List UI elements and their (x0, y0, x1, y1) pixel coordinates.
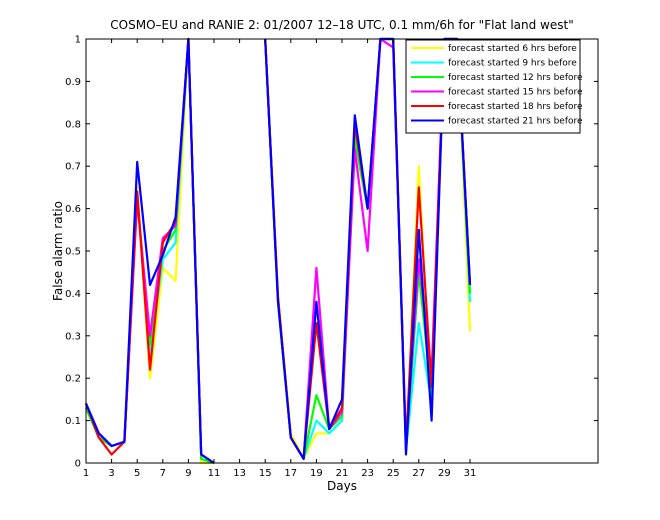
x-tick-label: 19 (310, 468, 323, 479)
legend: forecast started 6 hrs before forecast st… (405, 39, 583, 134)
legend-entry-5: forecast started 18 hrs before (448, 102, 583, 112)
y-tick-label: 0.4 (65, 289, 81, 300)
x-tick-label: 21 (336, 468, 349, 479)
x-tick-label: 1 (83, 468, 89, 479)
x-tick-label: 29 (438, 468, 451, 479)
x-axis-title: Days (327, 479, 357, 493)
y-tick-label: 0 (75, 459, 81, 470)
legend-entry-4: forecast started 15 hrs before (448, 88, 583, 98)
x-tick-label: 7 (160, 468, 166, 479)
chart-title: COSMO–EU and RANIE 2: 01/2007 12–18 UTC,… (110, 18, 573, 32)
x-tick-label: 9 (185, 468, 191, 479)
y-tick-label: 0.1 (65, 416, 81, 427)
x-tick-label: 25 (387, 468, 400, 479)
y-tick-label: 1 (75, 35, 81, 46)
y-tick-label: 0.3 (65, 331, 81, 342)
legend-entry-2: forecast started 9 hrs before (448, 59, 577, 69)
x-tick-label: 11 (208, 468, 221, 479)
x-tick-label: 23 (361, 468, 374, 479)
legend-entry-6: forecast started 21 hrs before (448, 117, 583, 127)
x-axis: 1 3 5 7 9 11 13 15 17 19 21 23 25 27 29 31 (83, 39, 477, 479)
y-tick-label: 0.8 (65, 119, 81, 130)
x-tick-label: 13 (233, 468, 246, 479)
y-tick-label: 0.5 (65, 247, 81, 258)
x-tick-label: 31 (464, 468, 477, 479)
legend-entry-3: forecast started 12 hrs before (448, 73, 583, 83)
legend-box (405, 39, 581, 134)
x-tick-label: 27 (412, 468, 425, 479)
y-tick-label: 0.7 (65, 162, 81, 173)
legend-entry-1: forecast started 6 hrs before (448, 44, 577, 54)
series-layer (84, 37, 472, 465)
x-tick-label: 3 (108, 468, 114, 479)
x-tick-label: 17 (284, 468, 297, 479)
x-tick-label: 15 (259, 468, 272, 479)
series-line-6 (84, 37, 472, 464)
y-tick-label: 0.2 (65, 374, 81, 385)
y-axis-title: False alarm ratio (51, 201, 65, 301)
y-axis: 0 0.1 0.2 0.3 0.4 0.5 0.6 0.7 0.8 0.9 1 (65, 35, 598, 470)
y-tick-label: 0.9 (65, 77, 81, 88)
x-tick-label: 5 (134, 468, 140, 479)
y-tick-label: 0.6 (65, 204, 81, 215)
